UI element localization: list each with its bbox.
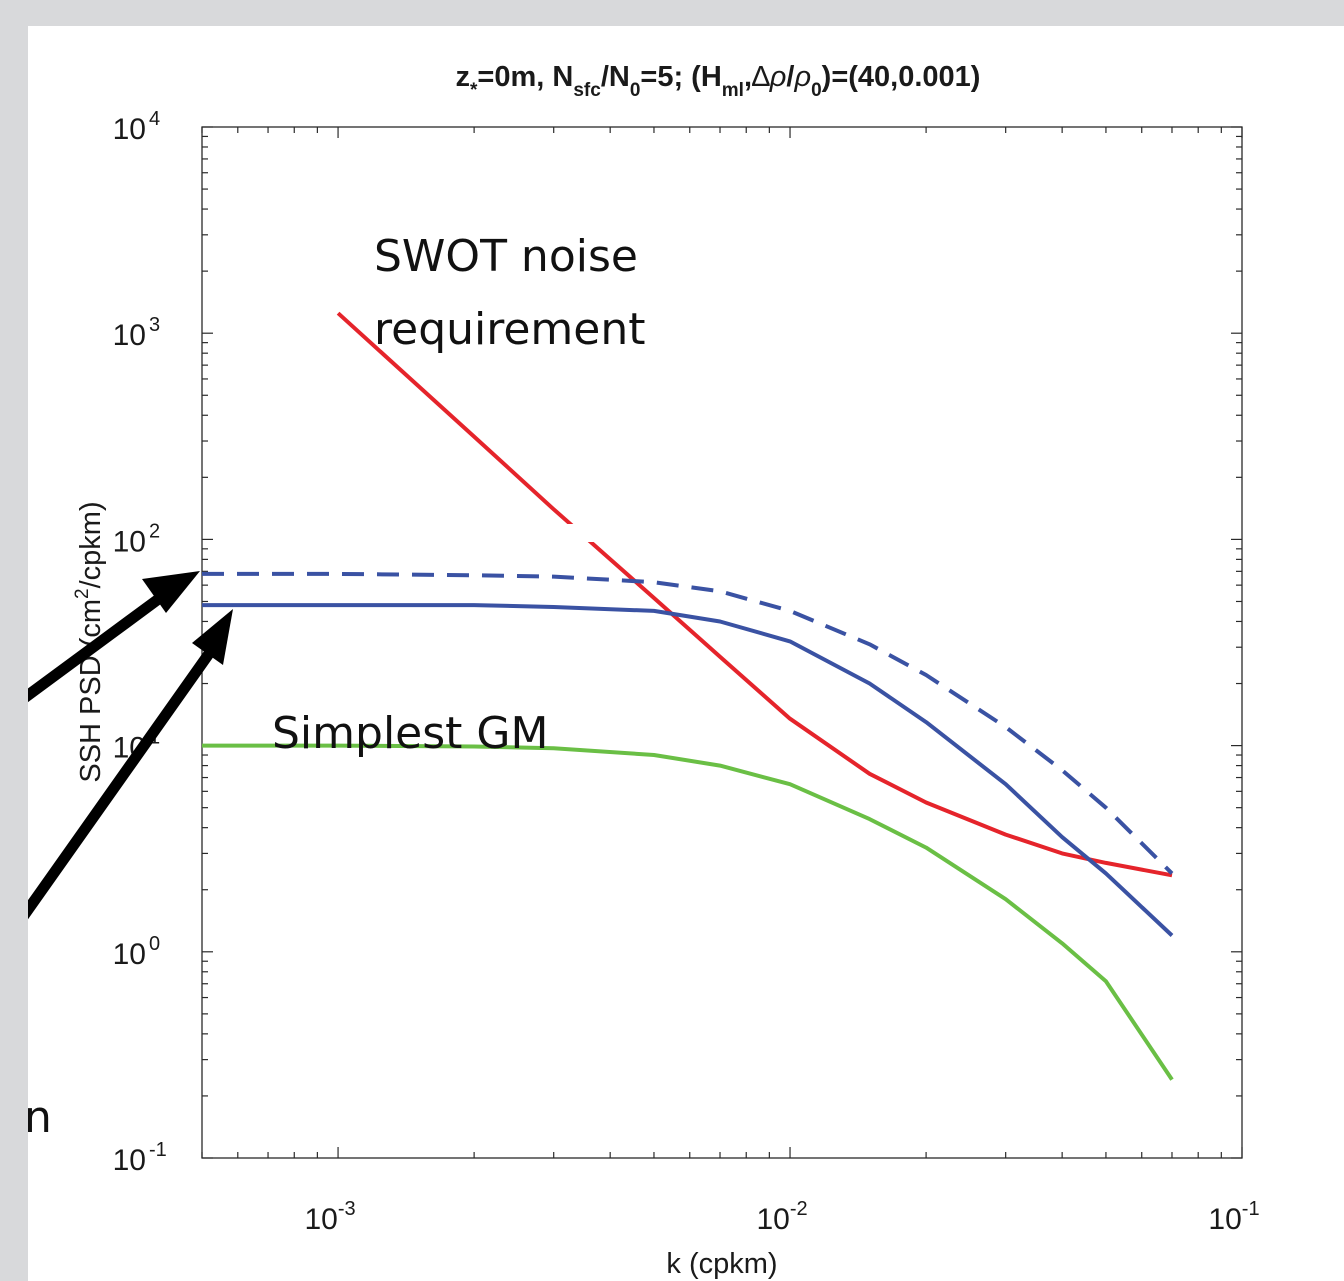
y-tick-label: 10 <box>113 1144 146 1177</box>
y-axis-label: SSH PSD (cm2/cpkm) <box>72 501 107 782</box>
swot-label-line2: requirement <box>374 304 646 355</box>
label-patch <box>566 524 602 542</box>
series-line-1 <box>202 603 1174 937</box>
arrow-head-dashed <box>142 571 200 613</box>
y-tick-label-exponent: 2 <box>149 520 160 542</box>
series-line-3 <box>202 743 1174 1081</box>
x-tick-label: 10-1 <box>1208 1198 1259 1236</box>
y-tick-label: 10 <box>113 525 146 558</box>
tick-marks <box>201 126 1243 1159</box>
y-tick-label-exponent: 4 <box>149 108 160 130</box>
arrow-head-solid <box>192 609 233 665</box>
plot-frame <box>201 126 1243 1159</box>
series-line-0 <box>336 311 1173 878</box>
arrow-to-solid-line <box>28 642 219 920</box>
y-tick-label-exponent: -1 <box>149 1139 167 1161</box>
y-tick-label-exponent: 0 <box>149 933 160 955</box>
y-tick-labels: 10-1100101102103104 <box>113 108 167 1177</box>
x-tick-labels: 10-3 10-2 10-1 <box>304 1198 1259 1236</box>
cropped-text-fragment: n <box>28 1092 52 1143</box>
figure-panel: z*=0m, Nsfc/N0=5; (Hml,∆ρ/ρ0)=(40,0.001)… <box>28 26 1344 1281</box>
swot-label-line1: SWOT noise <box>374 231 638 282</box>
series-group <box>202 311 1174 1081</box>
gm-label: Simplest GM <box>272 708 548 759</box>
y-tick-label: 10 <box>113 319 146 352</box>
y-tick-label: 10 <box>113 113 146 146</box>
x-axis-label: k (cpkm) <box>666 1248 777 1280</box>
chart-title: z*=0m, Nsfc/N0=5; (Hml,∆ρ/ρ0)=(40,0.001) <box>456 61 981 101</box>
arrow-to-dashed-line <box>28 586 174 703</box>
x-tick-label: 10-2 <box>756 1198 807 1236</box>
chart-svg: z*=0m, Nsfc/N0=5; (Hml,∆ρ/ρ0)=(40,0.001)… <box>28 61 1260 1280</box>
y-tick-label-exponent: 3 <box>149 314 160 336</box>
y-tick-label: 10 <box>113 938 146 971</box>
x-tick-label: 10-3 <box>304 1198 355 1236</box>
annotation-arrows <box>28 571 233 920</box>
